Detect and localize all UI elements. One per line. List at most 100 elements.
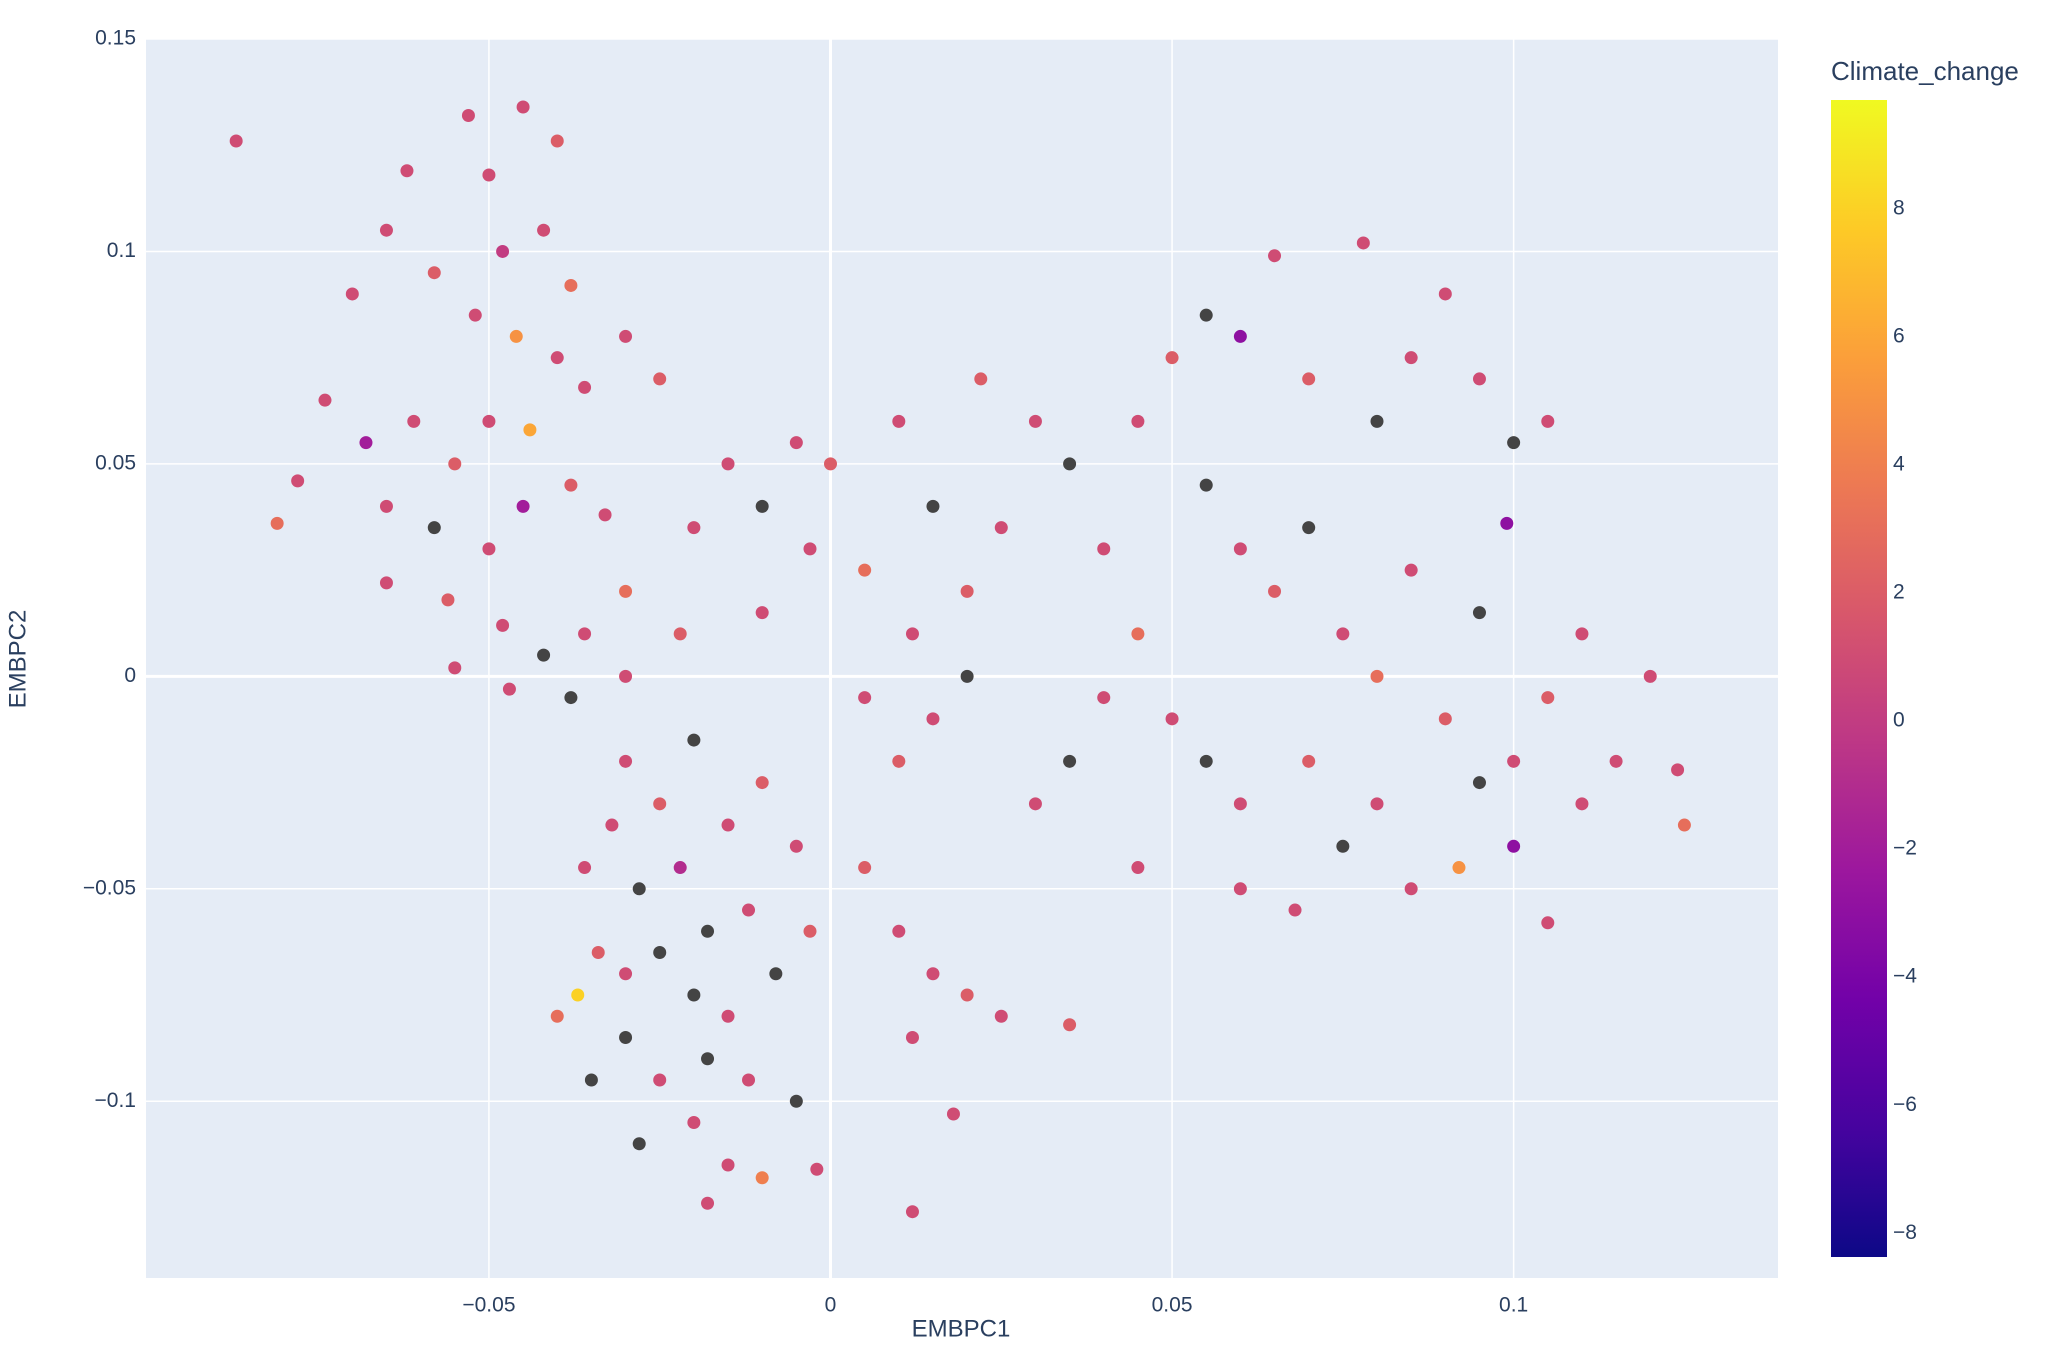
scatter-point <box>721 1158 735 1172</box>
scatter-point <box>578 627 592 641</box>
scatter-point <box>1233 329 1247 343</box>
scatter-point <box>1131 861 1145 875</box>
x-tick-label: 0 <box>825 1294 837 1317</box>
scatter-point <box>427 521 441 535</box>
scatter-point <box>359 436 373 450</box>
scatter-point <box>468 308 482 322</box>
scatter-point <box>550 134 564 148</box>
scatter-point <box>1500 516 1514 530</box>
scatter-point <box>926 499 940 513</box>
scatter-point <box>605 818 619 832</box>
scatter-point <box>1472 776 1486 790</box>
scatter-point <box>1028 414 1042 428</box>
scatter-point <box>1438 287 1452 301</box>
scatter-point <box>994 521 1008 535</box>
scatter-point <box>1507 436 1521 450</box>
scatter-point <box>701 924 715 938</box>
scatter-point <box>687 521 701 535</box>
scatter-point <box>769 967 783 981</box>
colorbar-tick-label: −2 <box>1893 837 1917 860</box>
colorbar-tick-label: 4 <box>1893 453 1905 476</box>
scatter-point <box>1165 351 1179 365</box>
x-tick-label: −0.05 <box>462 1294 515 1317</box>
scatter-point <box>905 1031 919 1045</box>
scatter-point <box>1165 712 1179 726</box>
scatter-point <box>1438 712 1452 726</box>
scatter-point <box>448 457 462 471</box>
scatter-point <box>1541 414 1555 428</box>
scatter-point <box>742 903 756 917</box>
scatter-point <box>516 499 530 513</box>
scatter-point <box>721 1009 735 1023</box>
scatter-point <box>1302 521 1316 535</box>
x-axis-title: EMBPC1 <box>912 1315 1011 1342</box>
scatter-point <box>721 457 735 471</box>
scatter-point <box>379 576 393 590</box>
scatter-point <box>1677 818 1691 832</box>
scatter-point <box>379 223 393 237</box>
scatter-point <box>1268 584 1282 598</box>
scatter-point <box>687 988 701 1002</box>
scatter-point <box>823 457 837 471</box>
scatter-point <box>632 1137 646 1151</box>
scatter-point <box>550 1009 564 1023</box>
colorbar-tick-label: 6 <box>1893 324 1905 347</box>
scatter-point <box>1356 236 1370 250</box>
scatter-point <box>318 393 332 407</box>
scatter-point <box>1063 457 1077 471</box>
scatter-point <box>516 100 530 114</box>
scatter-point <box>1643 669 1657 683</box>
scatter-point <box>960 988 974 1002</box>
scatter-point <box>632 882 646 896</box>
scatter-point <box>960 584 974 598</box>
scatter-point <box>803 924 817 938</box>
scatter-point <box>1131 414 1145 428</box>
y-axis-title: EMBPC2 <box>4 610 31 709</box>
scatter-point <box>974 372 988 386</box>
scatter-point <box>598 508 612 522</box>
scatter-point <box>1472 606 1486 620</box>
scatter-point <box>270 516 284 530</box>
scatter-point <box>291 474 305 488</box>
colorbar-tick-label: −4 <box>1893 965 1917 988</box>
scatter-point <box>523 423 537 437</box>
scatter-point <box>379 499 393 513</box>
scatter-point <box>584 1073 598 1087</box>
scatter-point <box>653 372 667 386</box>
scatter-point <box>345 287 359 301</box>
scatter-point <box>789 1094 803 1108</box>
y-tick-label: 0.05 <box>95 451 136 474</box>
colorbar-title: Climate_change <box>1831 56 2019 86</box>
scatter-point <box>1199 754 1213 768</box>
colorbar-tick-label: 2 <box>1893 581 1905 604</box>
scatter-point <box>550 351 564 365</box>
scatter-point <box>1097 542 1111 556</box>
scatter-point <box>619 1031 633 1045</box>
scatter-point <box>926 712 940 726</box>
scatter-point <box>537 648 551 662</box>
scatter-point <box>1609 754 1623 768</box>
scatter-point <box>926 967 940 981</box>
scatter-point <box>673 627 687 641</box>
scatter-point <box>448 661 462 675</box>
scatter-point <box>1404 882 1418 896</box>
y-tick-label: 0.1 <box>107 239 136 262</box>
scatter-point <box>502 682 516 696</box>
scatter-point <box>892 754 906 768</box>
scatter-point <box>1541 691 1555 705</box>
y-tick-label: −0.1 <box>95 1089 136 1112</box>
scatter-point <box>673 861 687 875</box>
scatter-point <box>564 478 578 492</box>
scatter-point <box>1575 797 1589 811</box>
scatter-point <box>1507 754 1521 768</box>
scatter-point <box>619 754 633 768</box>
scatter-point <box>858 563 872 577</box>
scatter-point <box>994 1009 1008 1023</box>
scatter-point <box>1575 627 1589 641</box>
x-tick-label: 0.05 <box>1152 1294 1193 1317</box>
scatter-point <box>755 1171 769 1185</box>
scatter-point <box>571 988 585 1002</box>
colorbar-tick-label: 0 <box>1893 709 1905 732</box>
scatter-point <box>1541 916 1555 930</box>
